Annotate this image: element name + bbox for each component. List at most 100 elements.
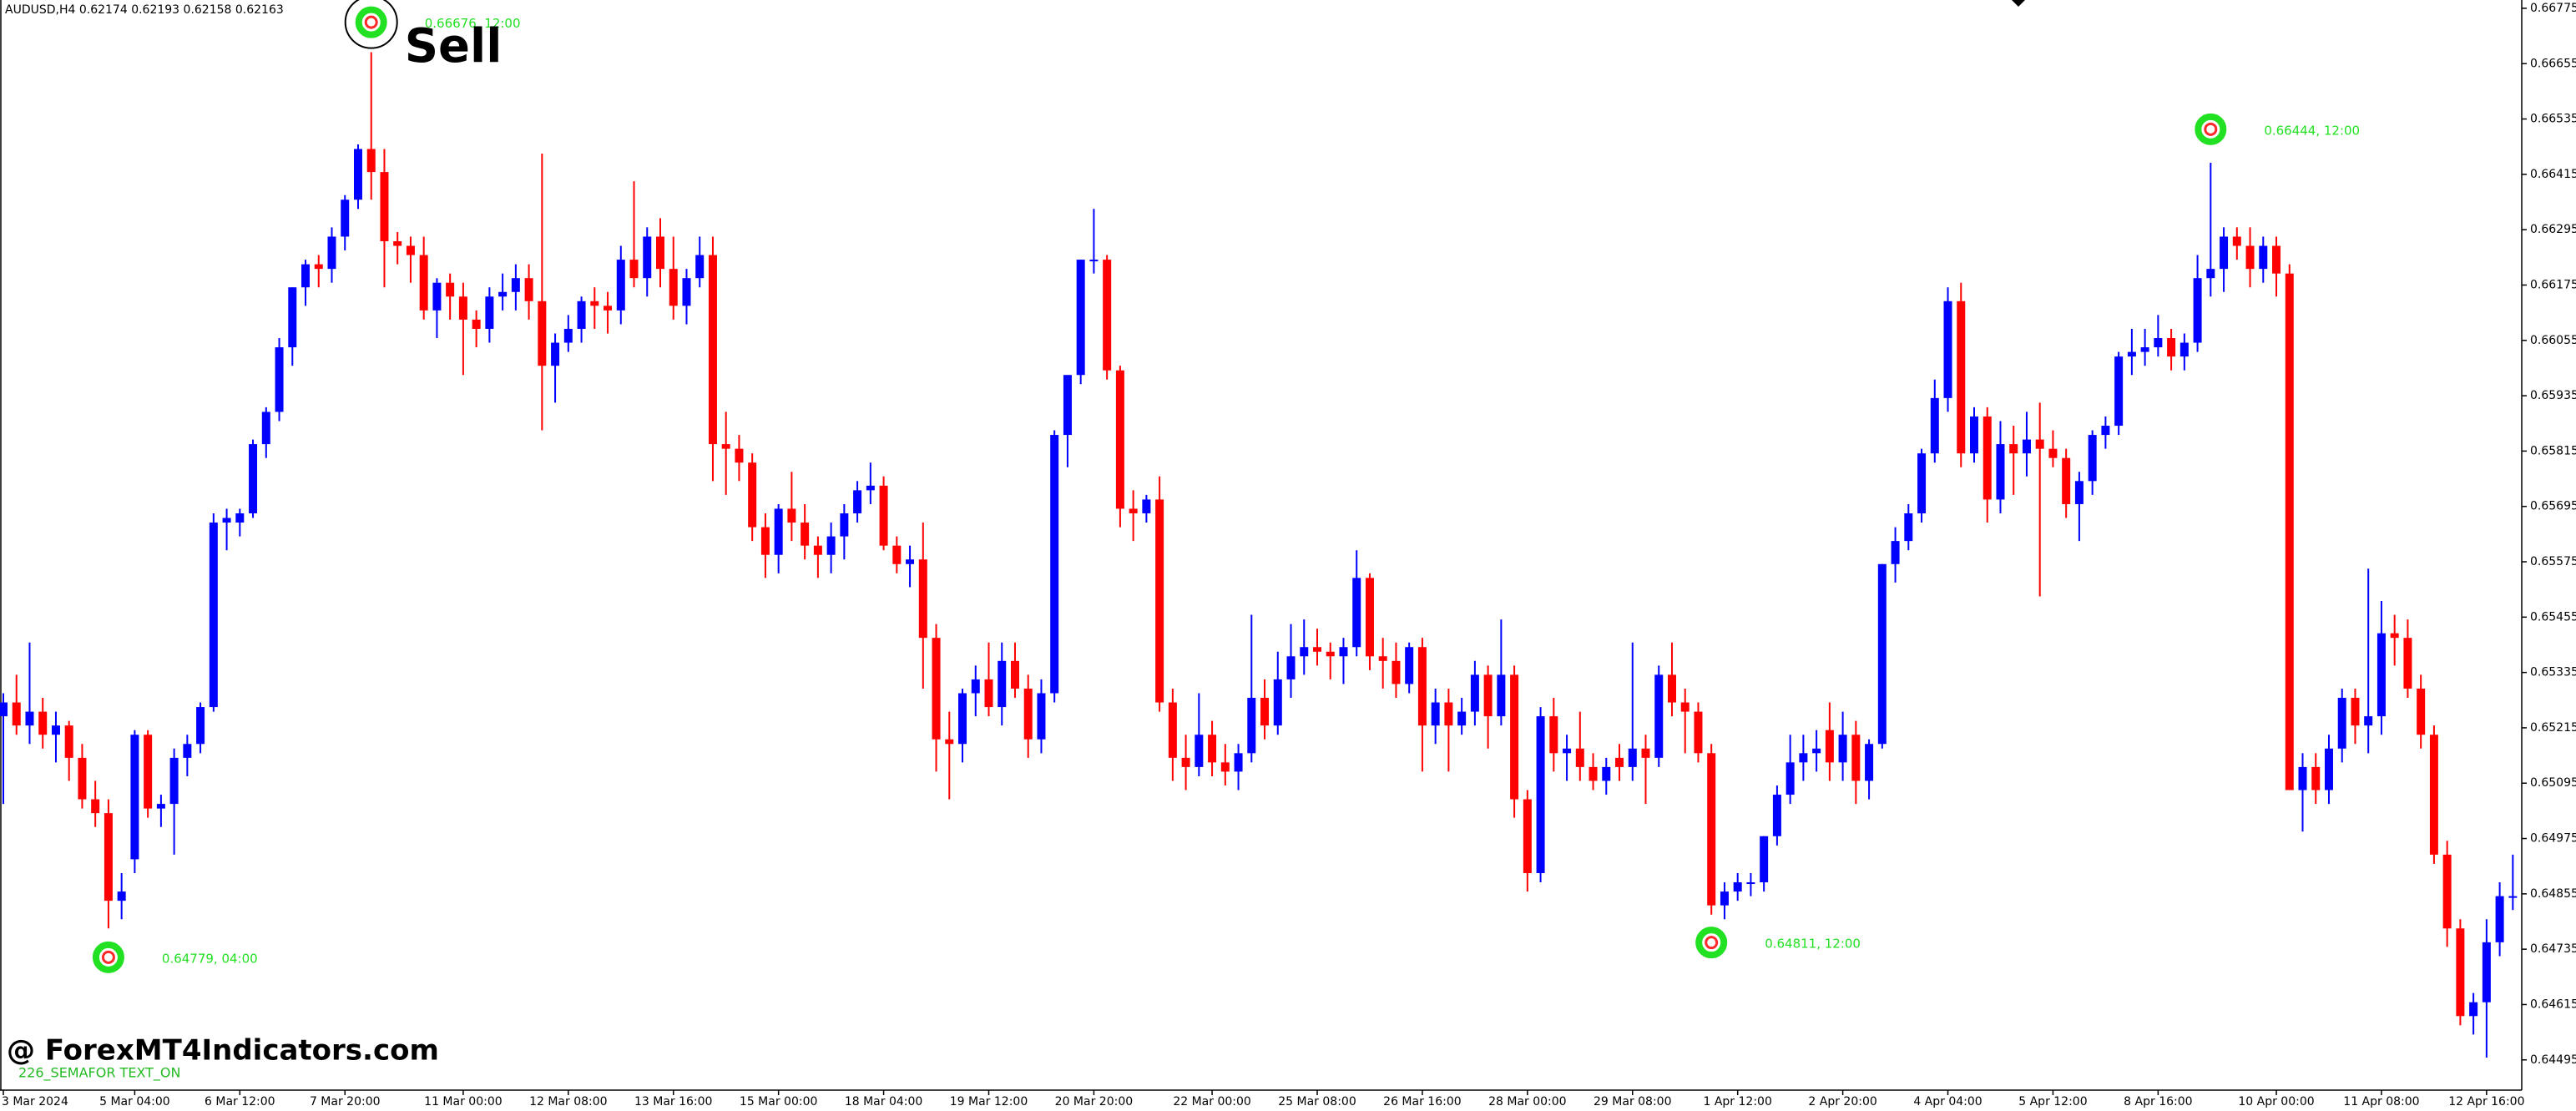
candle-body xyxy=(1260,698,1270,726)
candle-body xyxy=(524,278,533,301)
x-tick-label: 7 Mar 20:00 xyxy=(310,1095,381,1108)
candle-body xyxy=(563,328,573,343)
candle-body xyxy=(235,513,245,523)
x-tick-label: 10 Apr 00:00 xyxy=(2238,1095,2314,1108)
candle-body xyxy=(1799,753,1808,763)
candle-body xyxy=(275,347,284,412)
candle-body xyxy=(1103,260,1112,371)
x-tick-label: 1 Apr 12:00 xyxy=(1703,1095,1771,1108)
candle-body xyxy=(708,255,717,445)
candle-body xyxy=(2179,342,2189,357)
candle-body xyxy=(1365,578,1374,657)
candle-body xyxy=(1891,541,1900,564)
candle-body xyxy=(577,300,586,329)
candle-body xyxy=(78,757,87,800)
candle-body xyxy=(1786,762,1795,795)
candle-body xyxy=(538,300,547,366)
candle-body xyxy=(1444,702,1453,726)
candle-body xyxy=(1247,698,1256,754)
candle-body xyxy=(892,545,902,564)
semafor-core xyxy=(366,18,376,27)
x-tick-label: 5 Apr 12:00 xyxy=(2018,1095,2087,1108)
candle-body xyxy=(1641,748,1650,758)
candle-body xyxy=(879,485,888,546)
candle-body xyxy=(1405,647,1414,684)
candle-body xyxy=(1983,416,1992,500)
candle-body xyxy=(1694,711,1703,754)
semafor-label: 0.64779, 04:00 xyxy=(162,951,258,966)
candle-body xyxy=(0,702,8,717)
candle-body xyxy=(156,804,165,809)
candle-body xyxy=(906,559,915,564)
candle-body xyxy=(2456,928,2465,1017)
candle-body xyxy=(1208,735,1217,763)
candle-body xyxy=(485,296,494,329)
candle-body xyxy=(1707,753,1716,906)
candle-body xyxy=(2101,426,2110,436)
candle-body xyxy=(1760,836,1769,883)
candle-body xyxy=(446,282,455,297)
candle-body xyxy=(1549,716,1558,754)
candle-body xyxy=(1457,711,1467,726)
x-tick-label: 8 Apr 16:00 xyxy=(2124,1095,2192,1108)
candle-body xyxy=(327,236,336,270)
candle-body xyxy=(1089,260,1099,262)
candle-body xyxy=(760,527,770,555)
candle-body xyxy=(1615,757,1624,767)
candle-body xyxy=(945,739,954,745)
candle-body xyxy=(2259,245,2268,270)
x-tick-label: 19 Mar 12:00 xyxy=(950,1095,1028,1108)
signal-ring xyxy=(344,0,398,49)
candle-body xyxy=(1483,674,1493,717)
candle-body xyxy=(1063,375,1072,436)
candle-body xyxy=(196,707,205,745)
y-tick-label: 0.65575 xyxy=(2530,555,2576,568)
candle-body xyxy=(1378,656,1387,661)
x-tick-label: 13 Mar 16:00 xyxy=(634,1095,712,1108)
y-tick-label: 0.66055 xyxy=(2530,334,2576,347)
x-tick-label: 26 Mar 16:00 xyxy=(1383,1095,1461,1108)
candle-body xyxy=(669,269,678,306)
candle-body xyxy=(1155,499,1164,703)
candle-body xyxy=(1680,702,1690,712)
candle-body xyxy=(1654,674,1664,758)
candle-body xyxy=(1510,674,1519,800)
candle-body xyxy=(826,536,836,555)
candle-body xyxy=(2062,457,2071,504)
candle-body xyxy=(643,236,652,279)
candle-body xyxy=(1392,660,1401,684)
candle-body xyxy=(2311,766,2321,790)
candle-body xyxy=(1877,563,1887,745)
candle-body xyxy=(2482,942,2491,1002)
candle-body xyxy=(1273,679,1282,726)
candle-body xyxy=(1865,744,1874,781)
candle-body xyxy=(1431,702,1440,726)
candle-body xyxy=(1220,762,1230,772)
candle-body xyxy=(1746,882,1755,885)
y-tick-label: 0.65935 xyxy=(2530,389,2576,402)
candle-body xyxy=(2285,273,2294,790)
candle-body xyxy=(458,296,467,320)
y-tick-label: 0.64855 xyxy=(2530,887,2576,901)
candle-body xyxy=(656,236,664,270)
y-tick-label: 0.66415 xyxy=(2530,168,2576,181)
candle-body xyxy=(998,660,1007,708)
candle-body xyxy=(984,679,993,708)
candle-body xyxy=(695,255,705,279)
x-tick-label: 22 Mar 00:00 xyxy=(1173,1095,1250,1108)
candle-body xyxy=(1720,891,1729,906)
candle-body xyxy=(682,278,691,306)
candle-body xyxy=(183,744,192,758)
signal-text: Sell xyxy=(405,19,503,73)
candle-body xyxy=(1943,300,1952,398)
candle-body xyxy=(1772,795,1781,836)
x-tick-label: 20 Mar 20:00 xyxy=(1055,1095,1133,1108)
candle-body xyxy=(1010,660,1019,689)
candle-body xyxy=(288,287,297,348)
candle-body xyxy=(209,523,218,708)
semafor-label: 0.66444, 12:00 xyxy=(2264,123,2360,138)
semafor-ring xyxy=(92,941,124,973)
candle-body xyxy=(2074,481,2084,504)
